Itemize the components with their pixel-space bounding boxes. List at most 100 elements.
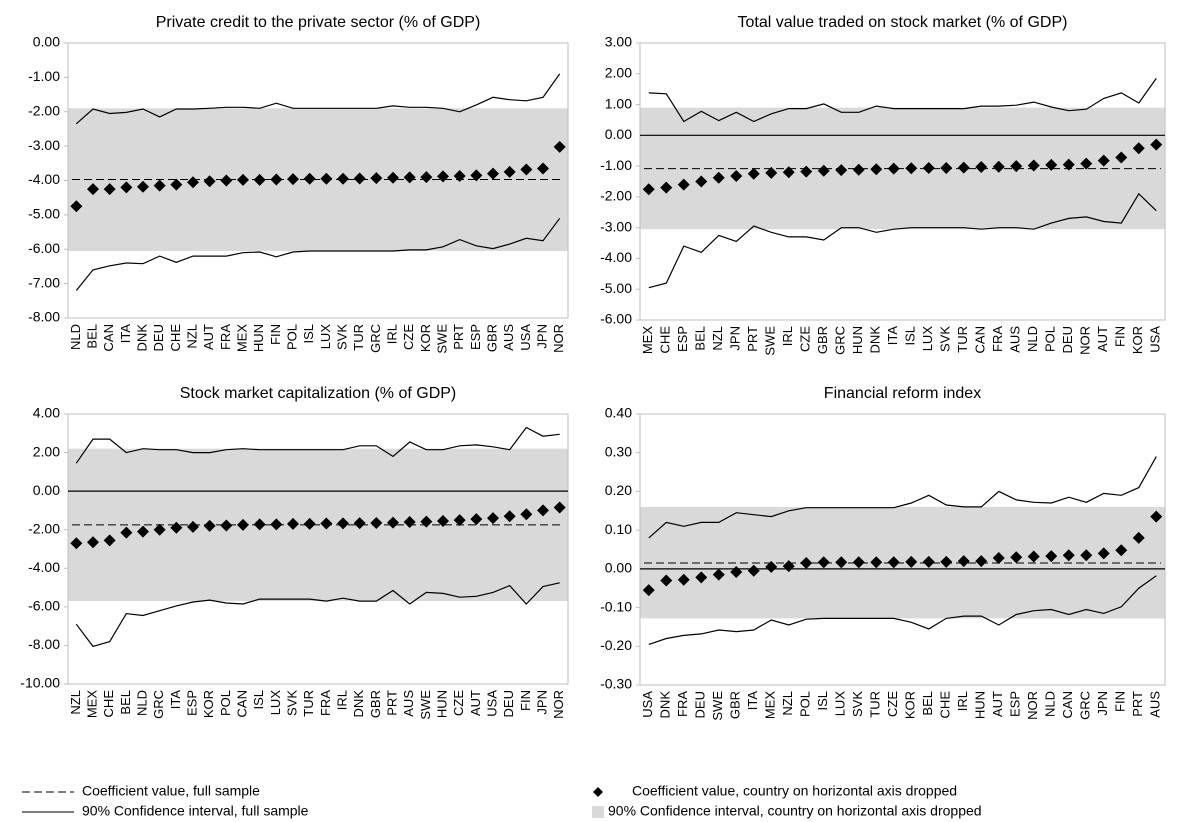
x-tick-label: NOR xyxy=(1025,691,1040,720)
x-tick-label: FIN xyxy=(518,690,533,711)
plot-frame xyxy=(639,42,1166,321)
coefficient-marker xyxy=(1132,142,1145,155)
coefficient-marker xyxy=(957,555,970,568)
x-tick-label: BEL xyxy=(693,326,708,351)
coefficient-marker xyxy=(353,172,366,185)
plot-frame xyxy=(639,413,1166,686)
y-tick-label: -1.00 xyxy=(28,68,60,84)
y-tick-label: 0.00 xyxy=(33,482,60,498)
x-tick-label: AUT xyxy=(201,324,216,350)
coefficient-marker xyxy=(270,518,283,531)
chart-title: Financial reform index xyxy=(824,385,981,402)
confidence-line xyxy=(648,456,1157,539)
y-tick-label: -5.00 xyxy=(600,280,632,296)
coefficient-marker xyxy=(1080,549,1093,562)
x-tick-label: SVK xyxy=(850,691,865,717)
coefficient-marker xyxy=(1150,510,1163,523)
coefficient-marker xyxy=(782,166,795,179)
coefficient-marker xyxy=(70,200,83,213)
coefficient-marker xyxy=(677,573,690,586)
coefficient-marker xyxy=(712,568,725,581)
y-tick-label: 0.10 xyxy=(605,521,632,537)
coefficient-marker xyxy=(320,172,333,185)
x-tick-label: ITA xyxy=(885,326,900,346)
coefficient-marker xyxy=(747,167,760,180)
x-tick-label: NLD xyxy=(68,324,83,350)
x-tick-label: CZE xyxy=(401,324,416,350)
y-tick-label: 0.00 xyxy=(33,34,60,50)
confidence-line xyxy=(648,78,1157,123)
coefficient-marker xyxy=(220,174,233,187)
x-tick-label: SVK xyxy=(938,326,953,352)
x-tick-label: DEU xyxy=(501,690,516,717)
coefficient-marker xyxy=(487,512,499,525)
coefficient-marker xyxy=(1080,157,1093,170)
y-tick-label: -6.00 xyxy=(600,311,632,327)
coefficient-marker xyxy=(387,171,399,184)
x-tick-label: ITA xyxy=(745,691,760,711)
x-tick-label: FIN xyxy=(1113,326,1128,347)
coefficient-marker xyxy=(453,514,466,527)
x-tick-label: JPN xyxy=(534,690,549,715)
x-tick-label: KOR xyxy=(1130,326,1145,354)
x-tick-label: FIN xyxy=(268,324,283,345)
y-tick-label: 1.00 xyxy=(605,95,632,111)
coefficient-marker xyxy=(975,161,988,174)
x-tick-label: LUX xyxy=(318,324,333,350)
x-tick-label: CHE xyxy=(938,691,953,719)
coefficient-marker xyxy=(922,161,935,174)
coefficient-marker xyxy=(1010,551,1023,564)
y-tick-label: 0.00 xyxy=(605,560,632,576)
coefficient-marker xyxy=(887,556,900,569)
x-tick-label: FRA xyxy=(318,690,333,716)
coefficient-marker xyxy=(170,521,183,534)
coefficient-marker xyxy=(712,171,725,184)
y-tick-label: -4.00 xyxy=(28,559,60,575)
x-tick-label: FRA xyxy=(675,691,690,717)
y-tick-label: -8.00 xyxy=(28,309,60,325)
x-tick-label: BEL xyxy=(920,691,935,716)
x-tick-label: ISL xyxy=(251,690,266,710)
x-tick-label: DEU xyxy=(151,324,166,351)
coefficient-marker xyxy=(153,523,166,536)
x-tick-label: NOR xyxy=(1078,326,1093,355)
x-tick-label: USA xyxy=(518,324,533,351)
x-tick-label: HUN xyxy=(973,691,988,719)
coefficient-marker xyxy=(503,165,516,178)
coefficient-marker xyxy=(642,584,655,597)
x-tick-label: ESP xyxy=(675,326,690,352)
x-tick-label: CAN xyxy=(973,326,988,353)
y-tick-label: 2.00 xyxy=(33,443,60,459)
y-tick-label: -6.00 xyxy=(28,240,60,256)
x-tick-label: SWE xyxy=(710,691,725,721)
x-tick-label: DNK xyxy=(134,324,149,352)
x-tick-label: GRC xyxy=(368,324,383,353)
coefficient-marker xyxy=(817,556,830,569)
x-tick-label: MEX xyxy=(234,324,249,353)
x-tick-label: ITA xyxy=(118,324,133,344)
x-tick-label: BEL xyxy=(118,690,133,715)
x-tick-label: POL xyxy=(798,691,813,717)
coefficient-marker xyxy=(905,162,918,175)
x-tick-label: CHE xyxy=(101,690,116,718)
coefficient-marker xyxy=(1132,531,1145,544)
x-tick-label: MEX xyxy=(640,326,655,355)
coefficient-marker xyxy=(1097,154,1110,167)
x-tick-label: LUX xyxy=(920,326,935,352)
coefficient-marker xyxy=(887,162,900,175)
y-tick-label: 0.00 xyxy=(605,126,632,142)
legend-label: 90% Confidence interval, country on hori… xyxy=(608,803,982,819)
y-tick-label: -2.00 xyxy=(28,520,60,536)
coefficient-marker xyxy=(420,171,433,184)
coefficient-marker xyxy=(905,555,918,568)
coefficient-marker xyxy=(992,552,1005,565)
x-tick-label: GBR xyxy=(484,324,499,352)
y-tick-label: -4.00 xyxy=(28,171,60,187)
coefficient-marker xyxy=(940,555,953,568)
legend-label: 90% Confidence interval, full sample xyxy=(82,803,309,819)
coefficient-marker xyxy=(852,163,865,176)
coefficient-marker xyxy=(487,167,499,180)
x-tick-label: GBR xyxy=(368,690,383,718)
x-tick-label: CAN xyxy=(234,690,249,717)
coefficient-marker xyxy=(1115,544,1128,557)
